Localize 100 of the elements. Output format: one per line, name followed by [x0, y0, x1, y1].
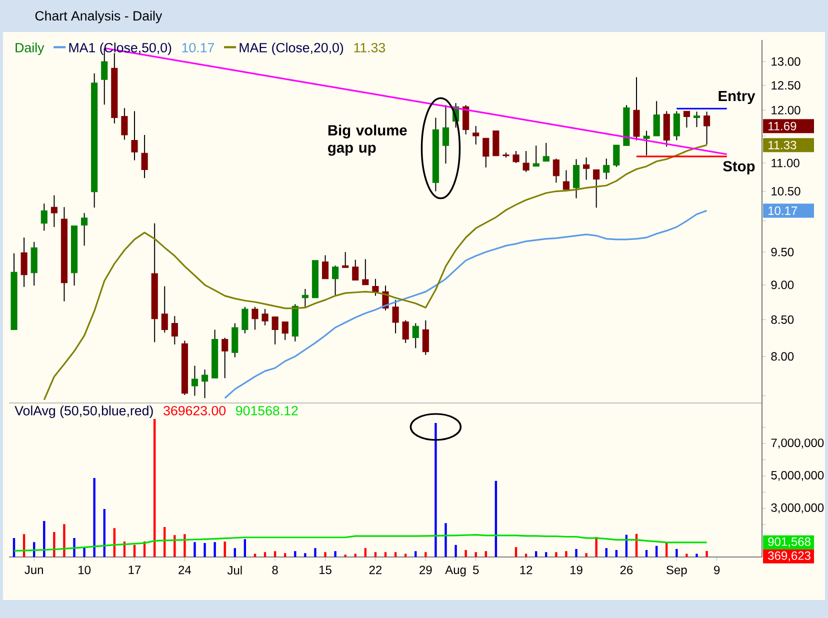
candlestick [322, 254, 329, 280]
text: 11.33 [768, 140, 796, 150]
chart-title: Chart Analysis - Daily [35, 10, 162, 24]
bar [63, 524, 66, 557]
candlestick [161, 286, 168, 334]
chart-subtitle: Daily [16, 42, 44, 56]
text: 901,568 [768, 537, 810, 548]
bar [535, 551, 538, 557]
bar [204, 543, 206, 557]
bar [93, 478, 96, 557]
candlestick [552, 158, 560, 184]
annotation: Big volume gap up [328, 124, 407, 156]
legend-label: MAE (Close,20,0) [240, 42, 344, 56]
candlestick [242, 306, 248, 334]
candlestick [171, 316, 178, 345]
x-tick-label: Jul [227, 566, 242, 575]
bar [244, 539, 246, 557]
bar [224, 541, 226, 557]
bar [304, 553, 306, 557]
y-tick-label: 3,000,000 [771, 503, 824, 514]
candlestick [282, 321, 288, 340]
annotation: 11.33 [354, 42, 386, 52]
candlestick [693, 111, 700, 128]
candlestick [522, 150, 530, 172]
candlestick [392, 299, 399, 334]
x-tick-label: 12 [520, 566, 532, 574]
candlestick [422, 320, 429, 356]
bar [595, 537, 598, 557]
y-tick-label: 5,000,000 [771, 470, 824, 481]
bar [324, 552, 326, 557]
candlestick [704, 111, 710, 146]
line-series [224, 210, 708, 399]
x-tick-label: 22 [369, 566, 382, 574]
x-tick-label: 24 [178, 566, 192, 574]
candlestick [332, 265, 339, 296]
bar [214, 542, 216, 557]
chart-title: VolAvg (50,50,blue,red) [14, 406, 153, 418]
bar [394, 552, 397, 557]
x-tick-label: 10 [78, 566, 91, 574]
candlestick [683, 110, 690, 128]
y-tick-label: 11.00 [772, 158, 800, 168]
bar [53, 532, 56, 557]
bar [706, 551, 708, 557]
x-tick-label: 19 [570, 566, 582, 574]
x-tick-label: 26 [620, 566, 633, 574]
annotation: 901568.12 [236, 406, 298, 416]
bar [364, 548, 367, 557]
bar [184, 534, 186, 557]
candlestick [542, 142, 550, 162]
legend-label: MA1 (Close,50,0) [69, 42, 172, 56]
candlestick [272, 316, 278, 345]
candlestick [643, 130, 650, 156]
bar [454, 544, 457, 557]
x-tick-label: Jun [24, 566, 43, 574]
candlestick [141, 134, 148, 179]
candlestick [342, 252, 349, 268]
y-tick-label: 9.50 [771, 248, 794, 256]
candlestick [302, 288, 308, 308]
candlestick [603, 158, 610, 180]
bar [374, 552, 377, 557]
x-tick-label: 17 [128, 566, 141, 574]
candlestick [262, 308, 268, 326]
bar [444, 523, 447, 557]
bar [585, 553, 588, 557]
y-tick-label: 10.50 [772, 187, 800, 196]
candlestick [472, 126, 480, 146]
candlestick [202, 369, 208, 399]
annotation: 369623.00 [164, 406, 226, 416]
candlestick [482, 138, 490, 168]
candlestick [362, 258, 369, 286]
candlestick [40, 203, 48, 232]
candlestick [20, 237, 28, 288]
bar [284, 553, 286, 557]
line-series [43, 144, 708, 401]
y-tick-label: 12.00 [772, 106, 800, 114]
bar [545, 552, 548, 557]
bar [696, 554, 698, 557]
bar [194, 542, 196, 557]
y-tick-label: 12.50 [772, 81, 800, 90]
candlestick [562, 170, 570, 190]
candlestick [412, 322, 419, 349]
candlestick [222, 337, 228, 379]
y-tick-label: 7,000,000 [771, 438, 824, 448]
text: 11.69 [768, 122, 796, 130]
bar [334, 551, 336, 557]
bar [73, 538, 76, 557]
bar [434, 422, 437, 557]
bar [174, 535, 176, 557]
bar [615, 550, 618, 557]
bar [666, 543, 668, 557]
x-tick-label: Sep [666, 566, 687, 577]
candlestick [572, 158, 580, 199]
bar [645, 550, 648, 557]
bar [464, 550, 467, 557]
candlestick [372, 278, 379, 296]
candlestick [462, 104, 470, 135]
candlestick [252, 306, 258, 330]
series-label: Stop [723, 161, 755, 174]
y-tick-label: 9.00 [771, 280, 794, 290]
candlestick [191, 365, 198, 396]
